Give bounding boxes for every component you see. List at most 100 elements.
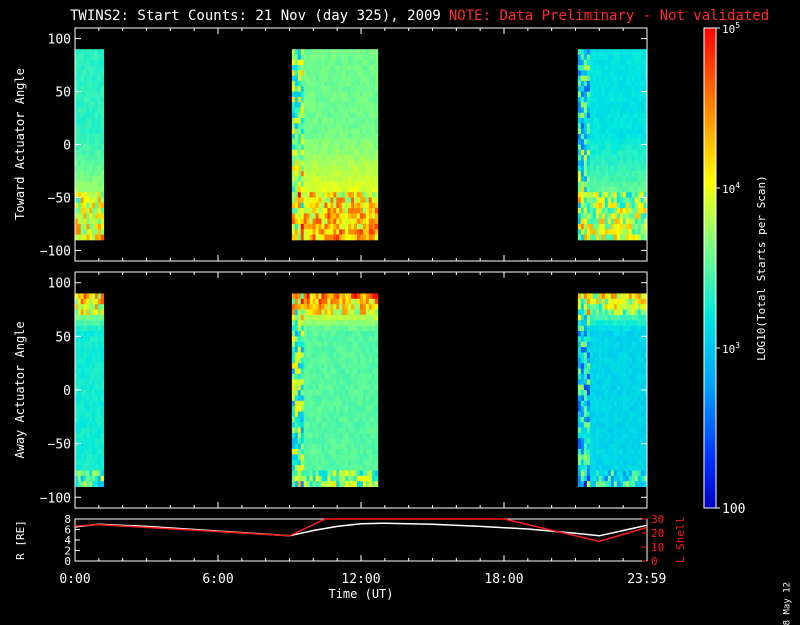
toward-heatmap-cell: [625, 223, 630, 230]
away-heatmap-cell: [342, 406, 346, 412]
toward-heatmap-cell: [589, 170, 594, 177]
toward-heatmap-cell: [640, 65, 645, 71]
away-heatmap-cell: [294, 427, 299, 434]
toward-heatmap-cell: [345, 202, 349, 209]
away-heatmap-cell: [359, 325, 364, 332]
toward-heatmap-cell: [622, 218, 627, 225]
toward-heatmap-cell: [601, 181, 606, 188]
toward-heatmap-cell: [309, 65, 314, 71]
away-heatmap-cell: [97, 432, 102, 439]
toward-heatmap-cell: [324, 170, 328, 177]
toward-heatmap-cell: [348, 234, 352, 241]
away-heatmap-cell: [580, 325, 585, 332]
toward-heatmap-cell: [631, 218, 636, 225]
away-heatmap-cell: [356, 298, 361, 305]
away-heatmap-cell: [345, 395, 349, 402]
toward-heatmap-cell: [592, 96, 597, 103]
toward-heatmap-cell: [619, 133, 624, 140]
away-heatmap-cell: [580, 454, 585, 461]
toward-heatmap-cell: [95, 118, 99, 124]
away-heatmap-cell: [640, 347, 645, 353]
toward-heatmap-cell: [368, 202, 373, 209]
away-heatmap-cell: [306, 481, 311, 488]
toward-heatmap-cell: [100, 96, 105, 103]
toward-heatmap-cell: [306, 49, 311, 55]
away-heatmap-cell: [625, 309, 630, 316]
away-heatmap-cell: [324, 293, 328, 300]
away-heatmap-cell: [592, 347, 597, 353]
toward-heatmap-cell: [622, 181, 627, 188]
toward-heatmap-cell: [643, 234, 648, 241]
toward-heatmap-cell: [336, 144, 340, 151]
away-heatmap-cell: [306, 411, 311, 418]
away-heatmap-cell: [607, 481, 612, 488]
toward-heatmap-cell: [374, 107, 379, 114]
toward-heatmap-cell: [315, 107, 320, 114]
xtick-label: 6:00: [202, 572, 233, 587]
toward-heatmap-cell: [356, 112, 361, 119]
toward-heatmap-cell: [330, 186, 334, 193]
away-heatmap-cell: [312, 357, 317, 364]
away-heatmap-cell: [75, 336, 79, 343]
away-heatmap-cell: [589, 314, 594, 321]
toward-heatmap-cell: [607, 107, 612, 114]
away-heatmap-cell: [339, 443, 343, 450]
away-heatmap-cell: [640, 432, 645, 439]
toward-heatmap-cell: [589, 165, 594, 172]
away-heatmap-cell: [359, 368, 364, 375]
toward-heatmap-cell: [631, 107, 636, 114]
away-heatmap-cell: [342, 352, 346, 359]
away-heatmap-cell: [613, 368, 618, 375]
away-heatmap-cell: [631, 438, 636, 445]
toward-heatmap-cell: [634, 118, 639, 124]
toward-heatmap-cell: [640, 59, 645, 66]
away-heatmap-cell: [95, 331, 99, 337]
away-heatmap-cell: [309, 309, 314, 316]
toward-heatmap-cell: [637, 128, 642, 135]
toward-heatmap-cell: [580, 102, 585, 108]
toward-heatmap-cell: [604, 128, 609, 135]
away-heatmap-cell: [359, 481, 364, 488]
toward-heatmap-cell: [592, 75, 597, 82]
away-heatmap-cell: [365, 347, 370, 353]
away-heatmap-cell: [595, 347, 600, 353]
toward-heatmap-cell: [92, 80, 96, 87]
away-heatmap-cell: [315, 331, 320, 337]
toward-heatmap-cell: [80, 155, 85, 161]
toward-heatmap-cell: [294, 91, 299, 98]
away-heatmap-cell: [619, 454, 624, 461]
away-heatmap-cell: [359, 470, 364, 477]
toward-heatmap-cell: [643, 202, 648, 209]
toward-heatmap-cell: [365, 229, 370, 236]
toward-heatmap-cell: [371, 192, 376, 198]
away-heatmap-cell: [374, 336, 379, 343]
toward-heatmap-cell: [86, 80, 90, 87]
away-heatmap-cell: [339, 454, 343, 461]
away-heatmap-cell: [303, 379, 308, 386]
away-heatmap-cell: [365, 449, 370, 455]
away-heatmap-cell: [342, 379, 346, 386]
toward-heatmap-cell: [613, 223, 618, 230]
away-heatmap-cell: [601, 373, 606, 380]
away-heatmap-cell: [330, 331, 334, 337]
away-heatmap-cell: [89, 427, 93, 434]
away-heatmap-cell: [83, 298, 87, 305]
away-heatmap-cell: [80, 352, 85, 359]
away-heatmap-cell: [348, 325, 352, 332]
toward-heatmap-cell: [604, 223, 609, 230]
toward-heatmap-cell: [365, 223, 370, 230]
away-heatmap-cell: [333, 373, 337, 380]
away-heatmap-cell: [77, 475, 82, 482]
toward-heatmap-cell: [613, 149, 618, 156]
away-heatmap-cell: [312, 459, 317, 466]
toward-heatmap-cell: [607, 133, 612, 140]
toward-heatmap-cell: [312, 234, 317, 241]
toward-heatmap-cell: [327, 170, 331, 177]
away-heatmap-cell: [345, 336, 349, 343]
toward-heatmap-cell: [100, 112, 105, 119]
away-heatmap-cell: [640, 336, 645, 343]
toward-heatmap-cell: [583, 192, 588, 198]
toward-heatmap-cell: [333, 102, 337, 108]
away-heatmap-cell: [592, 341, 597, 348]
toward-heatmap-cell: [362, 102, 367, 108]
